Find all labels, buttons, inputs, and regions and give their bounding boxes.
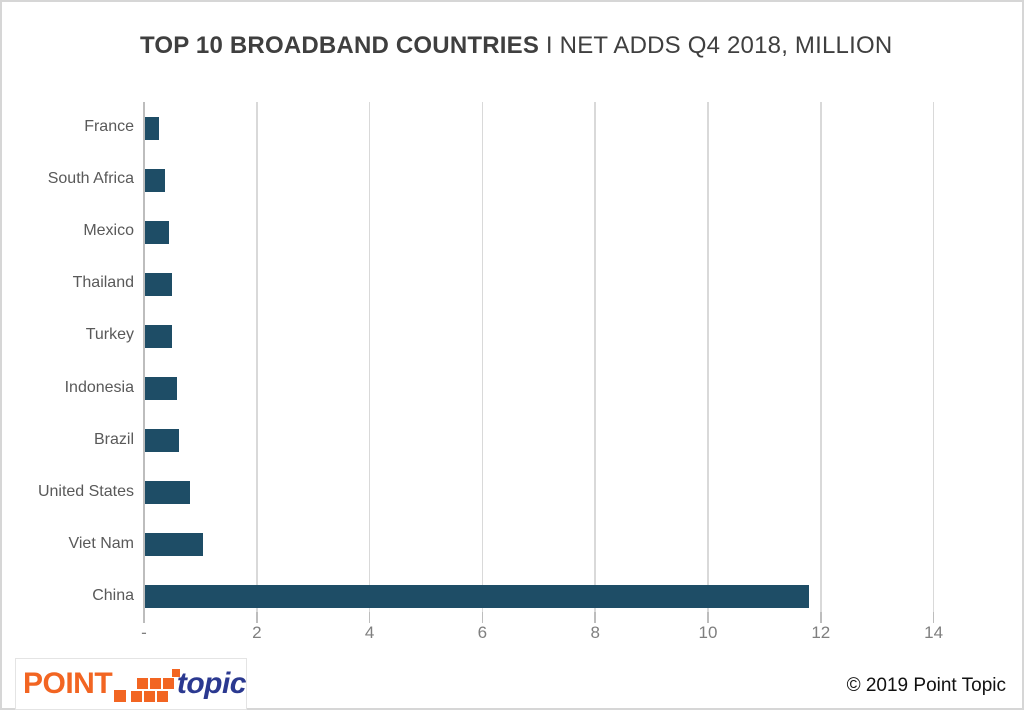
gridline <box>368 102 371 612</box>
bar <box>144 220 169 244</box>
bar <box>144 116 160 140</box>
bar <box>144 324 173 348</box>
x-axis-tick <box>594 612 596 623</box>
bar <box>144 377 177 400</box>
x-axis-tick-label: 10 <box>698 623 718 642</box>
x-axis-tick-label: 2 <box>252 623 262 642</box>
category-label: Brazil <box>93 430 134 448</box>
x-axis-tick-label: 4 <box>364 623 375 642</box>
gridline <box>481 102 484 612</box>
x-axis-tick-label: 14 <box>924 623 944 642</box>
logo-square <box>137 678 149 689</box>
x-axis-tick <box>820 612 822 623</box>
category-label: Indonesia <box>64 378 134 396</box>
logo-square <box>150 678 162 689</box>
category-label: United States <box>37 482 134 500</box>
gridline <box>256 102 258 612</box>
bar <box>144 429 180 453</box>
logo-square <box>114 690 127 702</box>
bar <box>144 585 809 609</box>
x-axis-tick-label: 6 <box>477 623 488 642</box>
bar <box>144 272 172 296</box>
category-label: South Africa <box>47 170 134 188</box>
logo-square <box>157 691 169 702</box>
gridline <box>932 102 935 612</box>
category-label: Thailand <box>72 274 134 292</box>
logo-square <box>144 691 156 702</box>
gridline <box>820 102 822 612</box>
gridline <box>707 102 709 612</box>
category-label: Turkey <box>85 326 134 344</box>
x-axis-tick <box>932 612 935 623</box>
logo-square <box>163 678 175 689</box>
x-axis-tick-label: 8 <box>590 623 600 642</box>
category-axis-line <box>143 102 145 612</box>
category-label: Viet Nam <box>68 534 134 552</box>
logo-point-text: POINT <box>23 667 113 700</box>
bar <box>144 481 190 505</box>
x-axis-tick <box>707 612 709 623</box>
bar <box>144 533 204 557</box>
logo-topic-text: topic <box>176 667 247 700</box>
x-axis-tick <box>256 612 258 623</box>
chart-title-bold: TOP 10 BROADBAND COUNTRIES <box>140 32 540 59</box>
category-label: France <box>84 118 134 135</box>
category-label: China <box>92 586 134 604</box>
x-axis-tick <box>368 612 371 623</box>
x-axis-tick-label: 12 <box>811 623 831 642</box>
logo-pixel-squares-icon <box>114 665 181 703</box>
chart-title: TOP 10 BROADBAND COUNTRIES I NET ADDS Q4… <box>140 32 892 60</box>
logo-square <box>172 669 181 677</box>
category-label: Mexico <box>83 222 134 240</box>
bar <box>144 168 166 192</box>
chart-title-regular: I NET ADDS Q4 2018, MILLION <box>545 32 893 59</box>
copyright-text: © 2019 Point Topic <box>846 675 1006 696</box>
x-axis-tick-label: - <box>141 623 147 642</box>
gridline <box>594 102 596 612</box>
x-axis-tick <box>481 612 484 623</box>
logo-square <box>131 691 143 702</box>
x-axis-tick <box>143 612 145 623</box>
point-topic-logo: POINT topic <box>15 658 247 710</box>
